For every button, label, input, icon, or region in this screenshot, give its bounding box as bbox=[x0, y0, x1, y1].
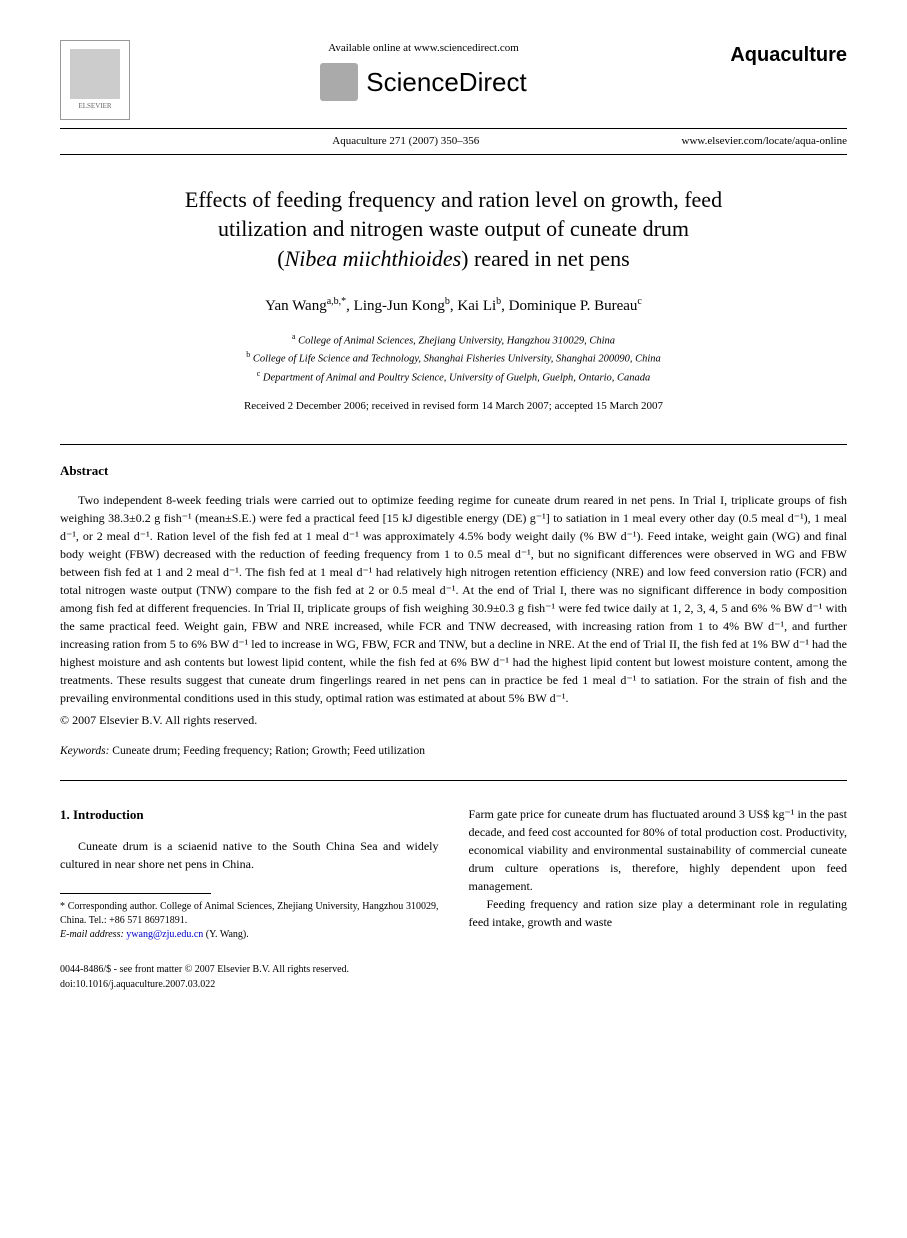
email-label: E-mail address: bbox=[60, 929, 124, 940]
intro-para-1: Cuneate drum is a sciaenid native to the… bbox=[60, 837, 439, 873]
sciencedirect-block: ScienceDirect bbox=[150, 63, 697, 102]
author-3: , Kai Li bbox=[450, 298, 496, 314]
doi-line: doi:10.1016/j.aquaculture.2007.03.022 bbox=[60, 979, 215, 990]
header-row: ELSEVIER Available online at www.science… bbox=[60, 40, 847, 120]
keywords-text: Cuneate drum; Feeding frequency; Ration;… bbox=[109, 745, 425, 757]
elsevier-tree-icon bbox=[70, 49, 120, 99]
title-line2: utilization and nitrogen waste output of… bbox=[218, 216, 689, 241]
elsevier-logo: ELSEVIER bbox=[60, 40, 130, 120]
page-footer: 0044-8486/$ - see front matter © 2007 El… bbox=[60, 962, 439, 992]
intro-para-3: Feeding frequency and ration size play a… bbox=[469, 895, 848, 931]
citation-row: Aquaculture 271 (2007) 350–356 www.elsev… bbox=[60, 128, 847, 150]
keywords-line: Keywords: Cuneate drum; Feeding frequenc… bbox=[60, 743, 847, 760]
footnote-divider bbox=[60, 893, 211, 894]
title-line3-prefix: ( bbox=[277, 246, 284, 271]
elsevier-label: ELSEVIER bbox=[78, 101, 111, 112]
author-1: Yan Wang bbox=[265, 298, 327, 314]
center-header: Available online at www.sciencedirect.co… bbox=[130, 40, 717, 102]
available-online-text: Available online at www.sciencedirect.co… bbox=[150, 40, 697, 57]
abstract-body: Two independent 8-week feeding trials we… bbox=[60, 491, 847, 707]
right-column: Farm gate price for cuneate drum has flu… bbox=[469, 805, 848, 992]
title-line3-suffix: ) reared in net pens bbox=[461, 246, 630, 271]
sciencedirect-icon bbox=[320, 63, 358, 101]
corresponding-footnote: * Corresponding author. College of Anima… bbox=[60, 900, 439, 942]
sciencedirect-text: ScienceDirect bbox=[366, 63, 526, 102]
corresponding-text: * Corresponding author. College of Anima… bbox=[60, 901, 439, 926]
affiliation-c: Department of Animal and Poultry Science… bbox=[263, 372, 650, 383]
article-title: Effects of feeding frequency and ration … bbox=[100, 185, 807, 274]
email-link[interactable]: ywang@zju.edu.cn bbox=[126, 929, 203, 940]
keywords-label: Keywords: bbox=[60, 745, 109, 757]
email-suffix: (Y. Wang). bbox=[203, 929, 249, 940]
title-line1: Effects of feeding frequency and ration … bbox=[185, 187, 722, 212]
author-4-aff: c bbox=[637, 296, 641, 307]
affiliation-b: College of Life Science and Technology, … bbox=[253, 354, 661, 365]
left-column: 1. Introduction Cuneate drum is a sciaen… bbox=[60, 805, 439, 992]
issn-line: 0044-8486/$ - see front matter © 2007 El… bbox=[60, 964, 349, 975]
abstract-heading: Abstract bbox=[60, 461, 847, 481]
abstract-divider-top bbox=[60, 444, 847, 445]
copyright-line: © 2007 Elsevier B.V. All rights reserved… bbox=[60, 711, 847, 729]
intro-para-2: Farm gate price for cuneate drum has flu… bbox=[469, 805, 848, 895]
author-4: , Dominique P. Bureau bbox=[501, 298, 637, 314]
affiliations: a College of Animal Sciences, Zhejiang U… bbox=[60, 331, 847, 386]
author-1-aff: a,b, bbox=[327, 296, 341, 307]
header-divider bbox=[60, 154, 847, 155]
abstract-divider-bottom bbox=[60, 780, 847, 781]
body-columns: 1. Introduction Cuneate drum is a sciaen… bbox=[60, 805, 847, 992]
journal-url: www.elsevier.com/locate/aqua-online bbox=[682, 133, 847, 150]
article-dates: Received 2 December 2006; received in re… bbox=[60, 398, 847, 415]
authors-line: Yan Wanga,b,*, Ling-Jun Kongb, Kai Lib, … bbox=[60, 294, 847, 318]
journal-name: Aquaculture bbox=[717, 40, 847, 70]
title-species: Nibea miichthioides bbox=[285, 246, 462, 271]
author-2: , Ling-Jun Kong bbox=[346, 298, 445, 314]
affiliation-a: College of Animal Sciences, Zhejiang Uni… bbox=[298, 336, 615, 347]
section-1-heading: 1. Introduction bbox=[60, 805, 439, 825]
citation-text: Aquaculture 271 (2007) 350–356 bbox=[130, 133, 682, 150]
